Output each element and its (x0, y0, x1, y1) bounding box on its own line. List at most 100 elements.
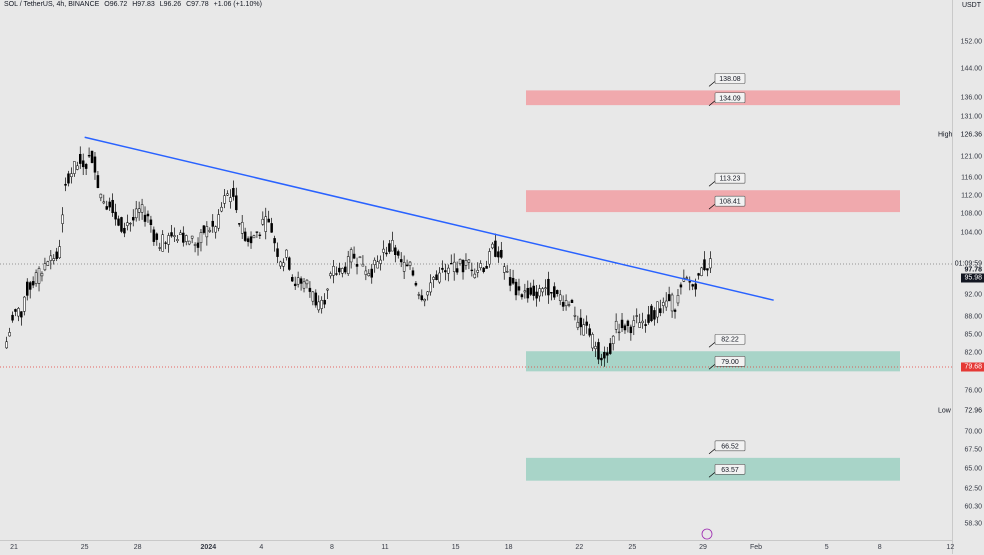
candle-body (364, 270, 368, 275)
candle-body (670, 294, 674, 312)
candle-body (511, 277, 515, 284)
candle-body (193, 244, 197, 246)
candle-body (488, 251, 491, 265)
candle-body (31, 281, 35, 286)
chart-area[interactable]: 138.08 134.09 113.23 108.41 82.22 79.00 66.52 6… (0, 0, 952, 540)
candle-body (93, 156, 97, 173)
candle-body (617, 331, 621, 334)
candle-body (370, 268, 373, 278)
zone-label-box (714, 92, 746, 104)
candle-body (311, 291, 315, 302)
zone-label-3-1: 63.57 (721, 467, 739, 474)
candle-body (349, 249, 353, 263)
candle-body (335, 273, 338, 275)
zone-resistance-0 (526, 90, 900, 106)
x-tick-label: 2024 (200, 544, 217, 551)
candle-body (500, 249, 503, 258)
candle-body (464, 260, 468, 266)
candle-body (367, 273, 371, 277)
candle-body (161, 234, 164, 252)
zone-label-2-1: 79.00 (721, 359, 739, 366)
candle-body (667, 294, 671, 302)
candle-body (455, 268, 459, 273)
price-axis[interactable]: USDT 152.00 144.00 136.00 131.00 121.00 116.0… (952, 0, 984, 554)
candle-body (276, 248, 279, 257)
zone-label-pointer (708, 81, 716, 87)
candle-body (282, 262, 285, 267)
candle-body (659, 308, 662, 314)
candle-body (706, 268, 709, 271)
y-tick-label: 131.00 (960, 113, 982, 121)
zone-label-box (714, 355, 746, 367)
zone-label-0-1: 134.09 (719, 95, 741, 102)
candle-body (544, 287, 547, 290)
candle-body (391, 240, 394, 252)
candle-body (529, 287, 532, 295)
x-tick-label: 12 (946, 544, 955, 551)
candle-body (591, 334, 594, 349)
candle-body (323, 299, 326, 305)
candle-body (700, 267, 703, 276)
candle-body (653, 310, 656, 320)
zone-label-box (714, 73, 746, 84)
candle-body (120, 217, 123, 232)
candle-body (226, 193, 229, 196)
candle-body (417, 294, 421, 296)
candle-body (152, 229, 156, 242)
candle-body (170, 232, 173, 237)
candle-body (709, 258, 712, 269)
candle-body (697, 273, 700, 276)
candle-body (550, 292, 553, 294)
candle-body (470, 269, 474, 272)
candle-body (58, 246, 61, 259)
x-tick-label: 8 (330, 544, 334, 551)
candle-body (573, 314, 577, 317)
price-chart: 138.08 134.09 113.23 108.41 82.22 79.00 66.52 6… (0, 73, 952, 540)
candle-body (293, 283, 297, 287)
candle-body (650, 305, 653, 322)
candle-body (243, 231, 247, 241)
candle-body (626, 320, 630, 326)
candle-body (179, 232, 182, 235)
candle-body (508, 277, 512, 286)
candle-body (420, 295, 424, 301)
candle-body (255, 231, 259, 233)
time-axis[interactable]: 21 25 28 2024 4 8 11 15 18 22 25 29 Feb 5 8 12 (0, 540, 955, 555)
zone-label-0-0: 138.08 (719, 76, 741, 83)
candle-body (632, 320, 636, 327)
candle-body (87, 155, 91, 157)
zone-label-pointer (708, 180, 716, 187)
y-tick-label: 58.30 (964, 520, 982, 528)
candle-body (567, 304, 571, 306)
currency-label: USDT (961, 2, 981, 9)
candle-body (270, 223, 273, 233)
y-tick-label: 65.00 (964, 465, 982, 473)
zone-label-box (714, 172, 746, 184)
candle-body (541, 288, 544, 293)
x-tick-label: 25 (80, 544, 89, 551)
y-tick-label: 116.00 (961, 174, 982, 182)
candle-body (143, 214, 147, 222)
candle-body (452, 261, 456, 272)
candle-body (479, 263, 482, 269)
zone-resistance-1 (526, 190, 900, 213)
candle-body (558, 294, 562, 301)
event-icon (701, 528, 713, 540)
candle-body (411, 270, 415, 276)
candle-body (429, 282, 432, 293)
y-tick-label: 88.00 (964, 313, 982, 321)
candle-body (52, 258, 55, 261)
candle-body (105, 206, 108, 210)
candle-body (641, 320, 644, 324)
candle-body (594, 346, 597, 350)
candle-body (117, 218, 120, 226)
legend-high: H97.83 (132, 1, 155, 8)
candle-body (96, 175, 100, 188)
candle-body (217, 214, 220, 229)
candle-body (355, 264, 359, 267)
candle-body (414, 282, 418, 286)
candle-body (37, 268, 41, 284)
zone-label-1-0: 113.23 (720, 176, 741, 183)
candle-body (158, 247, 161, 249)
candle-body (149, 219, 153, 225)
